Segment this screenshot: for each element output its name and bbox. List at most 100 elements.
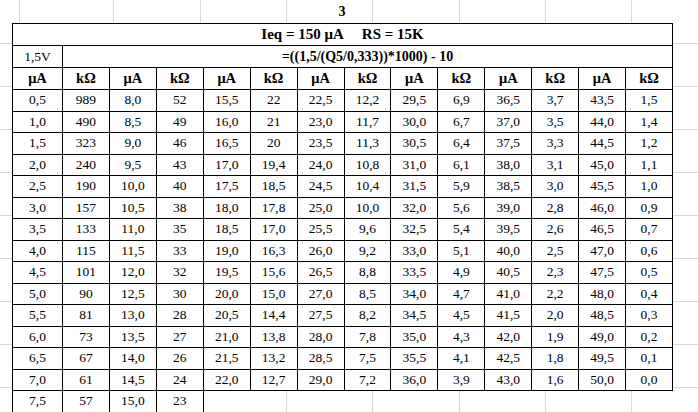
table-cell[interactable]: 8,8 xyxy=(345,262,392,284)
column-header-cell[interactable]: kΩ xyxy=(63,68,110,90)
table-cell[interactable]: 25,5 xyxy=(298,219,345,241)
table-cell[interactable]: 0,9 xyxy=(626,198,673,220)
table-cell[interactable]: 30,5 xyxy=(391,133,438,155)
table-cell[interactable]: 29,5 xyxy=(391,90,438,112)
table-cell[interactable]: 21,0 xyxy=(204,327,251,349)
table-cell[interactable]: 40,5 xyxy=(485,262,532,284)
table-cell[interactable]: 10,5 xyxy=(110,198,157,220)
table-cell[interactable]: 4,5 xyxy=(438,305,485,327)
table-cell[interactable]: 18,5 xyxy=(204,219,251,241)
table-cell[interactable]: 2,3 xyxy=(532,262,579,284)
column-header-cell[interactable]: μA xyxy=(391,68,438,90)
table-cell[interactable]: 31,0 xyxy=(391,155,438,177)
table-cell[interactable]: 36,0 xyxy=(391,370,438,392)
table-cell[interactable]: 41,5 xyxy=(485,305,532,327)
table-cell[interactable]: 7,0 xyxy=(13,370,63,392)
table-cell[interactable]: 42,0 xyxy=(485,327,532,349)
table-cell[interactable]: 10,4 xyxy=(345,176,392,198)
table-cell[interactable]: 36,5 xyxy=(485,90,532,112)
table-cell[interactable]: 40,0 xyxy=(485,241,532,263)
table-cell[interactable]: 101 xyxy=(63,262,110,284)
table-cell[interactable]: 3,5 xyxy=(532,112,579,134)
table-cell[interactable]: 46 xyxy=(157,133,204,155)
table-cell[interactable]: 19,4 xyxy=(251,155,298,177)
table-cell[interactable]: 27,5 xyxy=(298,305,345,327)
table-cell[interactable]: 32 xyxy=(157,262,204,284)
table-cell[interactable]: 9,2 xyxy=(345,241,392,263)
table-cell[interactable]: 35 xyxy=(157,219,204,241)
table-cell[interactable]: 18,0 xyxy=(204,198,251,220)
table-cell[interactable]: 2,0 xyxy=(532,305,579,327)
table-cell[interactable]: 25,0 xyxy=(298,198,345,220)
column-header-cell[interactable]: μA xyxy=(110,68,157,90)
table-cell[interactable]: 46,5 xyxy=(579,219,626,241)
table-cell[interactable]: 28 xyxy=(157,305,204,327)
table-cell[interactable]: 8,5 xyxy=(110,112,157,134)
table-cell[interactable]: 35,5 xyxy=(391,348,438,370)
table-cell[interactable]: 31,5 xyxy=(391,176,438,198)
table-cell[interactable]: 0,1 xyxy=(626,348,673,370)
column-header-cell[interactable]: kΩ xyxy=(345,68,392,90)
table-cell[interactable]: 15,5 xyxy=(204,90,251,112)
table-cell[interactable]: 10,0 xyxy=(110,176,157,198)
table-cell[interactable]: 3,5 xyxy=(13,219,63,241)
column-header-cell[interactable]: kΩ xyxy=(626,68,673,90)
table-cell[interactable]: 7,2 xyxy=(345,370,392,392)
formula-cell[interactable]: =((1,5/(Q5/0,333))*1000) - 10 xyxy=(63,46,673,68)
table-cell[interactable]: 2,6 xyxy=(532,219,579,241)
table-cell[interactable]: 19,5 xyxy=(204,262,251,284)
table-cell[interactable]: 3,1 xyxy=(532,155,579,177)
table-cell[interactable]: 22,5 xyxy=(298,90,345,112)
column-header-cell[interactable]: kΩ xyxy=(532,68,579,90)
table-cell[interactable]: 0,5 xyxy=(13,90,63,112)
column-header-cell[interactable]: μA xyxy=(579,68,626,90)
table-cell[interactable]: 6,5 xyxy=(13,348,63,370)
table-cell[interactable]: 5,9 xyxy=(438,176,485,198)
table-cell[interactable]: 0,4 xyxy=(626,284,673,306)
table-cell[interactable]: 33,5 xyxy=(391,262,438,284)
table-cell[interactable]: 11,0 xyxy=(110,219,157,241)
table-cell[interactable]: 15,0 xyxy=(251,284,298,306)
table-cell[interactable]: 6,1 xyxy=(438,155,485,177)
table-cell[interactable]: 490 xyxy=(63,112,110,134)
table-cell[interactable]: 44,5 xyxy=(579,133,626,155)
table-cell[interactable]: 12,5 xyxy=(110,284,157,306)
table-cell[interactable]: 41,0 xyxy=(485,284,532,306)
table-cell[interactable]: 2,0 xyxy=(13,155,63,177)
title-row-cell[interactable]: Ieq = 150 μA RS = 15K xyxy=(13,24,673,46)
table-cell[interactable]: 45,0 xyxy=(579,155,626,177)
table-cell[interactable]: 43,0 xyxy=(485,370,532,392)
table-cell[interactable]: 4,5 xyxy=(13,262,63,284)
column-header-cell[interactable]: kΩ xyxy=(251,68,298,90)
table-cell[interactable]: 32,5 xyxy=(391,219,438,241)
column-header-cell[interactable]: μA xyxy=(485,68,532,90)
table-cell[interactable]: 190 xyxy=(63,176,110,198)
table-cell[interactable]: 23,0 xyxy=(298,112,345,134)
table-cell[interactable]: 1,5 xyxy=(626,90,673,112)
table-cell[interactable]: 8,0 xyxy=(110,90,157,112)
table-cell[interactable]: 6,4 xyxy=(438,133,485,155)
table-cell[interactable]: 11,5 xyxy=(110,241,157,263)
table-cell[interactable]: 1,8 xyxy=(532,348,579,370)
table-cell[interactable]: 34,5 xyxy=(391,305,438,327)
table-cell[interactable]: 1,5 xyxy=(13,133,63,155)
table-cell[interactable]: 24 xyxy=(157,370,204,392)
table-cell[interactable]: 37,0 xyxy=(485,112,532,134)
table-cell[interactable]: 1,4 xyxy=(626,112,673,134)
table-cell[interactable]: 157 xyxy=(63,198,110,220)
table-cell[interactable]: 32,0 xyxy=(391,198,438,220)
table-cell[interactable]: 26,0 xyxy=(298,241,345,263)
table-cell[interactable]: 8,5 xyxy=(345,284,392,306)
table-cell[interactable]: 20 xyxy=(251,133,298,155)
table-cell[interactable]: 43 xyxy=(157,155,204,177)
table-cell[interactable]: 11,3 xyxy=(345,133,392,155)
table-cell[interactable]: 7,5 xyxy=(13,391,63,412)
table-cell[interactable]: 1,1 xyxy=(626,155,673,177)
table-cell[interactable]: 2,5 xyxy=(532,241,579,263)
table-cell[interactable]: 3,0 xyxy=(13,198,63,220)
table-cell[interactable]: 6,0 xyxy=(13,327,63,349)
table-cell[interactable]: 14,4 xyxy=(251,305,298,327)
table-cell[interactable]: 3,7 xyxy=(532,90,579,112)
table-cell[interactable]: 0,6 xyxy=(626,241,673,263)
table-cell[interactable]: 17,5 xyxy=(204,176,251,198)
